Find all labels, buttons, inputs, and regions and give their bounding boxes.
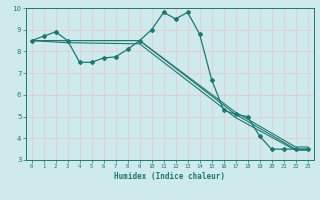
X-axis label: Humidex (Indice chaleur): Humidex (Indice chaleur) <box>114 172 225 181</box>
